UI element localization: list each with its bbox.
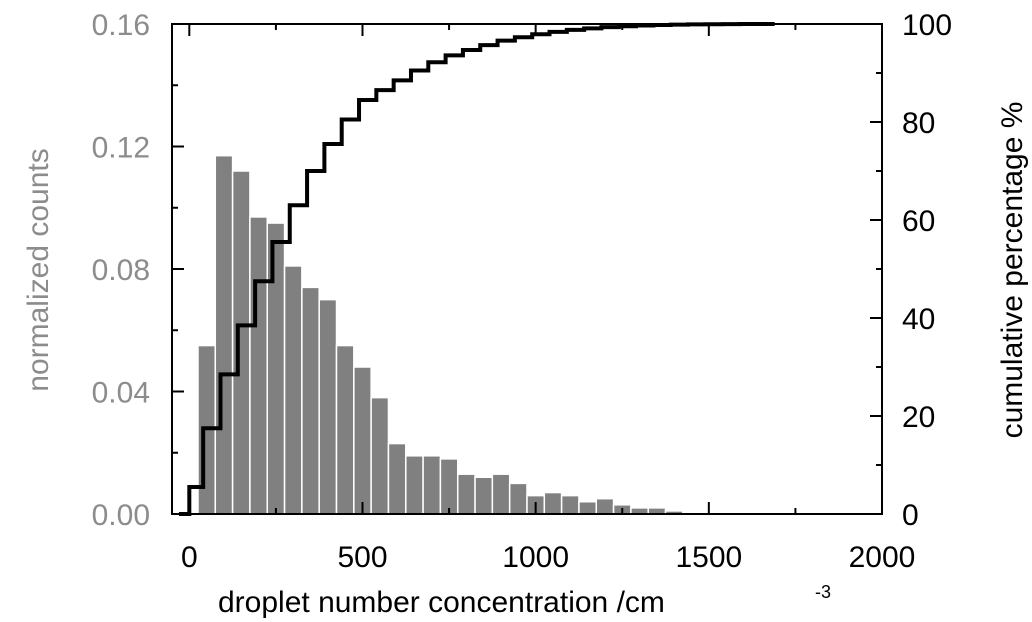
y-left-tick-label: 0.00 (92, 499, 150, 532)
x-tick-label: 1500 (675, 541, 742, 574)
y-left-tick-label: 0.04 (92, 377, 150, 410)
histogram-bar (422, 455, 442, 515)
histogram-bar (370, 396, 390, 515)
y-right-tick-label: 80 (902, 107, 935, 140)
histogram-bar (508, 482, 528, 515)
x-axis-title: droplet number concentration /cm (218, 586, 665, 619)
y-right-tick-label: 20 (902, 401, 935, 434)
right-y-axis-title: cumulative percentage % (996, 102, 1029, 439)
histogram-bar (301, 286, 320, 515)
histogram-bar (231, 170, 251, 515)
histogram-bar (266, 222, 286, 515)
histogram-bar (283, 265, 303, 515)
y-right-tick-label: 100 (902, 9, 952, 42)
histogram-bar (560, 494, 580, 515)
x-tick-label: 1000 (502, 541, 569, 574)
axis-ticks (172, 23, 883, 515)
y-right-tick-label: 0 (902, 499, 919, 532)
x-tick-label: 2000 (849, 541, 916, 574)
left-y-axis-title: normalized counts (22, 148, 55, 391)
histogram-bar (318, 298, 338, 515)
x-tick-label: 500 (337, 541, 387, 574)
histogram-bar (491, 473, 511, 515)
histogram-bar (578, 501, 598, 515)
histogram-bar (595, 497, 615, 515)
x-axis-title-superscript: -3 (815, 582, 831, 602)
x-tick-label: 0 (181, 541, 198, 574)
histogram-bar (543, 491, 563, 515)
y-left-tick-label: 0.12 (92, 132, 150, 165)
histogram-bar (405, 455, 424, 515)
histogram-bars (197, 154, 771, 515)
histogram-bar (214, 154, 234, 515)
histogram-bar (353, 366, 372, 515)
tick-labels: 0 500 1000 1500 2000 0.00 0.04 0.08 0.12 0.16 0 20 4… (92, 9, 952, 574)
histogram-bar (474, 476, 494, 515)
histogram-bar (387, 442, 407, 515)
y-left-tick-label: 0.08 (92, 254, 150, 287)
histogram-bar (439, 458, 459, 515)
histogram-bar (249, 216, 268, 515)
y-right-tick-label: 60 (902, 205, 935, 238)
y-left-tick-label: 0.16 (92, 9, 150, 42)
y-right-tick-label: 40 (902, 303, 935, 336)
histogram-bar (456, 473, 476, 515)
histogram-bar (335, 344, 355, 515)
